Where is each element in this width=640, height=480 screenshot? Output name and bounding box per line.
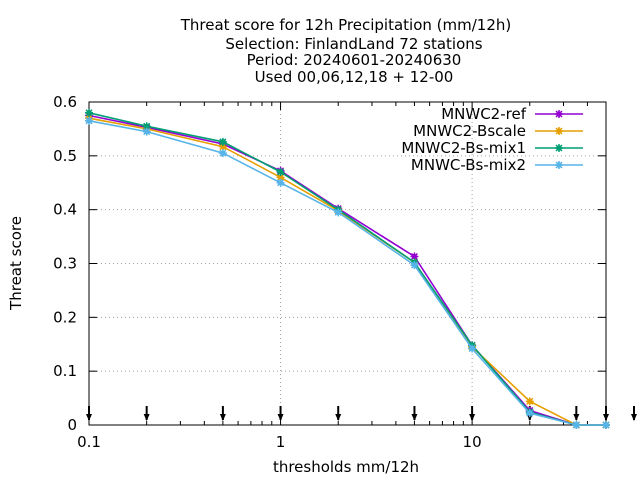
- series-line: [88, 112, 606, 426]
- threshold-marker-head: [86, 414, 92, 421]
- y-tick-label: 0.3: [53, 255, 77, 273]
- data-point-dot: [277, 174, 284, 180]
- data-point-dot: [556, 162, 562, 168]
- threshold-marker-head: [526, 414, 533, 421]
- x-axis-label: thresholds mm/12h: [273, 458, 419, 476]
- threshold-marker-head: [630, 414, 637, 421]
- series-mnwc-bs-mix2: [85, 116, 610, 429]
- data-point-dot: [144, 129, 150, 135]
- legend-entry: MNWC2-Bscale: [413, 122, 583, 140]
- title-line-4: Used 00,06,12,18 + 12-00: [255, 68, 454, 86]
- title-line-3: Period: 20240601-20240630: [247, 51, 462, 69]
- data-point-dot: [335, 209, 341, 215]
- chart-title: Threat score for 12h Precipitation (mm/1…: [180, 16, 512, 86]
- y-tick-label: 0.2: [53, 308, 77, 326]
- threshold-marker-head: [603, 414, 609, 421]
- series-line: [88, 114, 606, 426]
- threshold-marker-head: [335, 414, 342, 421]
- y-tick-label: 0: [67, 416, 77, 434]
- y-tick-label: 0.4: [53, 201, 77, 219]
- threshold-marker-head: [411, 414, 418, 421]
- data-point-dot: [411, 262, 418, 268]
- data-point-dot: [220, 150, 226, 156]
- threshold-marker-head: [469, 414, 476, 421]
- data-point-dot: [556, 111, 562, 117]
- data-point-dot: [556, 128, 562, 134]
- title-line-2: Selection: FinlandLand 72 stations: [225, 35, 482, 53]
- data-point-dot: [556, 145, 562, 151]
- threshold-marker-head: [143, 414, 150, 421]
- threshold-marker-head: [573, 414, 580, 421]
- data-point-dot: [144, 123, 150, 129]
- series-line: [88, 120, 606, 426]
- legend: MNWC2-refMNWC2-BscaleMNWC2-Bs-mix1MNWC-B…: [401, 105, 583, 174]
- series-mnwc2-ref: [85, 111, 610, 429]
- threshold-marker-head: [219, 414, 226, 421]
- legend-entry: MNWC2-Bs-mix1: [401, 139, 583, 157]
- title-line-1: Threat score for 12h Precipitation (mm/1…: [180, 16, 512, 34]
- data-point-dot: [86, 110, 92, 116]
- legend-label: MNWC2-Bs-mix1: [401, 139, 526, 157]
- series-line: [88, 117, 606, 426]
- data-series: [85, 108, 610, 429]
- plot-frame: [88, 101, 607, 426]
- y-tick-label: 0.1: [53, 362, 77, 380]
- legend-label: MNWC-Bs-mix2: [411, 156, 526, 174]
- data-point-dot: [277, 180, 284, 186]
- x-tick-label: 10: [463, 433, 482, 451]
- series-mnwc2-bscale: [85, 114, 610, 429]
- legend-label: MNWC2-Bscale: [413, 122, 526, 140]
- axes: 00.10.20.30.40.50.60.1 1 10: [53, 93, 637, 451]
- y-tick-label: 0.5: [53, 147, 77, 165]
- legend-label: MNWC2-ref: [441, 105, 526, 123]
- legend-entry: MNWC2-ref: [441, 105, 583, 123]
- y-axis-label: Threat score: [7, 216, 25, 311]
- threshold-marker-head: [277, 414, 284, 421]
- data-point-dot: [277, 169, 284, 175]
- x-tick-label: 0.1: [77, 433, 101, 451]
- data-point-dot: [220, 139, 226, 145]
- data-point-dot: [527, 410, 533, 416]
- data-point-dot: [603, 422, 609, 428]
- data-point-dot: [220, 144, 226, 150]
- data-point-dot: [411, 253, 418, 260]
- data-point-dot: [573, 422, 579, 428]
- data-point-dot: [527, 398, 533, 404]
- grid: [89, 102, 606, 425]
- data-point-dot: [86, 118, 92, 124]
- data-point-dot: [469, 345, 475, 352]
- y-tick-label: 0.6: [53, 93, 77, 111]
- legend-entry: MNWC-Bs-mix2: [411, 156, 583, 174]
- x-tick-label: 1: [276, 433, 286, 451]
- series-mnwc2-bs-mix1: [85, 108, 610, 429]
